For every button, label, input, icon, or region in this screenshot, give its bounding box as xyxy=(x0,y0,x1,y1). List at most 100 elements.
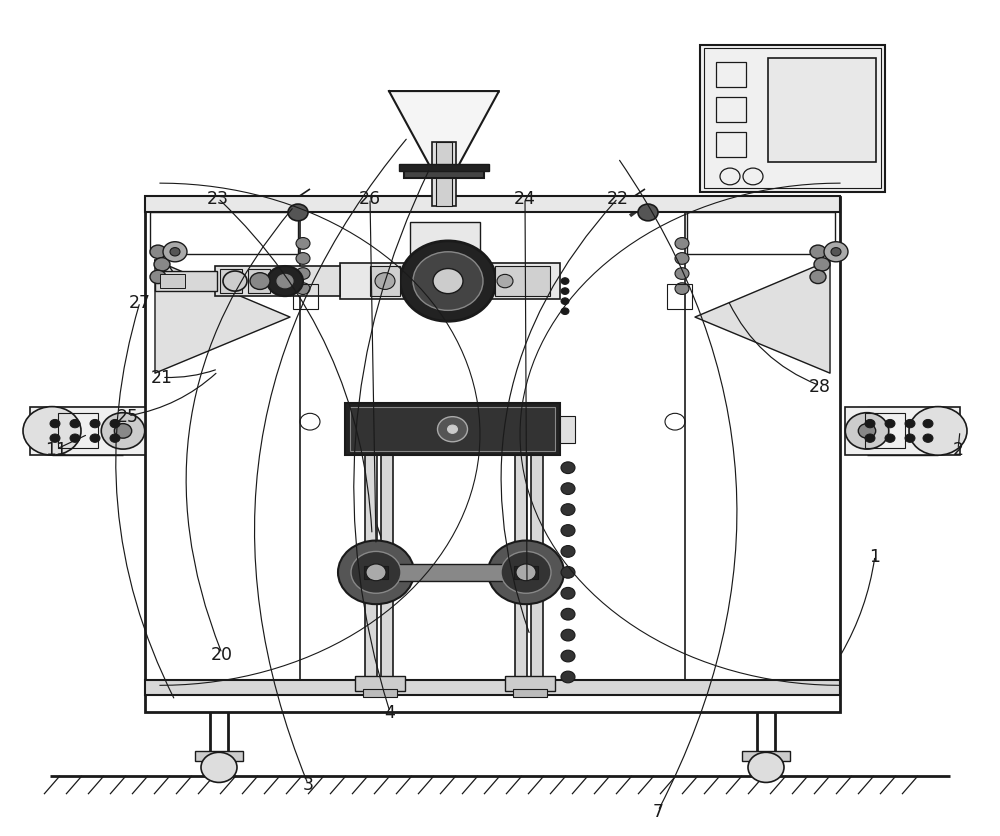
Circle shape xyxy=(675,253,689,265)
Circle shape xyxy=(114,424,132,439)
Bar xyxy=(293,284,318,309)
Bar xyxy=(505,676,555,691)
Circle shape xyxy=(267,267,303,297)
Circle shape xyxy=(497,275,513,288)
Circle shape xyxy=(447,426,457,434)
Bar xyxy=(381,456,393,679)
Circle shape xyxy=(70,420,80,428)
Text: 26: 26 xyxy=(359,190,381,208)
Circle shape xyxy=(923,435,933,443)
Bar xyxy=(215,267,340,297)
Circle shape xyxy=(561,462,575,474)
Text: 4: 4 xyxy=(385,703,395,721)
Circle shape xyxy=(223,272,247,292)
Bar xyxy=(150,213,298,255)
Circle shape xyxy=(296,283,310,295)
Circle shape xyxy=(810,271,826,284)
Circle shape xyxy=(561,671,575,683)
Text: 7: 7 xyxy=(652,802,664,820)
Circle shape xyxy=(154,258,170,272)
Circle shape xyxy=(70,435,80,443)
Text: 22: 22 xyxy=(607,190,629,208)
Circle shape xyxy=(675,268,689,280)
Circle shape xyxy=(561,525,575,537)
Circle shape xyxy=(110,435,120,443)
Bar xyxy=(716,98,746,123)
Circle shape xyxy=(561,298,569,305)
Bar xyxy=(145,196,840,213)
Bar xyxy=(495,267,550,297)
Circle shape xyxy=(909,407,967,456)
Circle shape xyxy=(101,413,145,450)
Bar xyxy=(687,213,835,255)
Circle shape xyxy=(858,424,876,439)
Circle shape xyxy=(516,564,536,581)
Circle shape xyxy=(296,268,310,280)
Text: 11: 11 xyxy=(45,441,67,459)
Circle shape xyxy=(561,278,569,285)
Bar xyxy=(399,165,489,171)
Bar xyxy=(160,275,185,288)
Circle shape xyxy=(561,567,575,579)
Bar xyxy=(145,681,840,696)
Circle shape xyxy=(845,413,889,450)
Circle shape xyxy=(50,420,60,428)
Bar xyxy=(865,414,905,449)
Polygon shape xyxy=(155,261,290,374)
Circle shape xyxy=(433,269,463,294)
Bar xyxy=(667,284,692,309)
Bar xyxy=(513,689,547,697)
Text: 20: 20 xyxy=(211,645,233,663)
Circle shape xyxy=(885,420,895,428)
Bar xyxy=(376,564,526,581)
Polygon shape xyxy=(389,92,499,167)
Circle shape xyxy=(90,435,100,443)
Bar xyxy=(704,49,881,189)
Bar xyxy=(560,416,575,443)
Circle shape xyxy=(110,420,120,428)
Circle shape xyxy=(638,205,658,222)
Text: 3: 3 xyxy=(302,775,314,793)
Text: 21: 21 xyxy=(151,369,173,387)
Bar xyxy=(363,689,397,697)
Circle shape xyxy=(675,238,689,250)
Circle shape xyxy=(296,238,310,250)
Circle shape xyxy=(561,483,575,495)
Circle shape xyxy=(824,242,848,263)
Circle shape xyxy=(885,435,895,443)
Circle shape xyxy=(201,752,237,782)
Circle shape xyxy=(561,609,575,620)
Bar xyxy=(145,198,840,712)
Bar xyxy=(716,133,746,158)
Bar xyxy=(365,456,377,679)
Bar xyxy=(248,270,270,293)
Circle shape xyxy=(277,275,293,288)
Circle shape xyxy=(561,504,575,516)
Circle shape xyxy=(250,273,270,290)
Bar xyxy=(514,566,538,579)
Circle shape xyxy=(437,417,467,442)
Circle shape xyxy=(810,246,826,259)
Bar xyxy=(404,167,484,179)
Bar xyxy=(410,223,480,269)
Circle shape xyxy=(501,552,551,594)
Bar xyxy=(58,414,98,449)
Bar xyxy=(768,59,876,163)
Text: 23: 23 xyxy=(207,190,229,208)
Circle shape xyxy=(831,248,841,257)
Text: 24: 24 xyxy=(514,190,536,208)
Circle shape xyxy=(561,588,575,599)
Circle shape xyxy=(814,258,830,272)
Circle shape xyxy=(296,253,310,265)
Bar xyxy=(432,143,456,206)
Circle shape xyxy=(338,541,414,604)
Bar xyxy=(716,63,746,88)
Circle shape xyxy=(748,752,784,782)
Circle shape xyxy=(675,283,689,295)
Bar xyxy=(195,751,243,761)
Bar xyxy=(436,143,452,206)
Polygon shape xyxy=(695,261,830,374)
Bar xyxy=(350,408,555,451)
Text: 1: 1 xyxy=(870,547,881,565)
Bar xyxy=(220,270,242,293)
